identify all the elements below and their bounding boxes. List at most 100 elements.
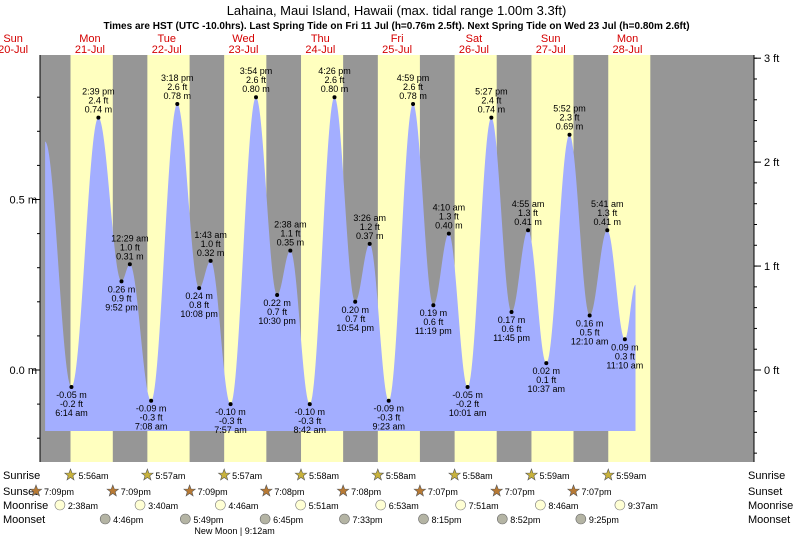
moonrise-icon bbox=[455, 499, 466, 511]
day-headers: Sun20-JulMon21-JulTue22-JulWed23-JulThu2… bbox=[0, 33, 643, 56]
moonset-icon bbox=[259, 513, 271, 525]
tide-time: 9:23 am bbox=[372, 422, 405, 432]
moonrise-icon bbox=[375, 499, 387, 511]
tide-metres: -0.05 m bbox=[56, 390, 87, 400]
moonrise-time: 7:51am bbox=[469, 501, 499, 511]
tide-point bbox=[69, 385, 74, 390]
row-label-left: Sunset bbox=[3, 486, 37, 498]
sunrise-time: 5:58am bbox=[386, 471, 416, 481]
tide-metres: 0.69 m bbox=[556, 122, 584, 132]
tide-metres: 0.02 m bbox=[533, 366, 561, 376]
day-date: 26-Jul bbox=[459, 44, 489, 56]
moonset-icon bbox=[418, 513, 429, 525]
tide-metres: 0.37 m bbox=[356, 231, 384, 241]
tide-feet: 0.7 ft bbox=[345, 314, 366, 324]
tide-point bbox=[175, 102, 180, 107]
tide-time: 10:01 am bbox=[449, 408, 487, 418]
chart-subtitle: Times are HST (UTC -10.0hrs). Last Sprin… bbox=[103, 21, 689, 32]
tide-time: 11:10 am bbox=[606, 360, 643, 370]
sunrise-star-icon bbox=[63, 468, 78, 481]
tide-point bbox=[544, 361, 549, 366]
chart-title: Lahaina, Maui Island, Hawaii (max. tidal… bbox=[227, 3, 567, 18]
sunset-time: 7:08pm bbox=[351, 487, 381, 497]
tide-point bbox=[526, 228, 531, 233]
tide-metres: 0.80 m bbox=[242, 84, 270, 94]
moonset-time: 8:15pm bbox=[432, 515, 462, 525]
tide-point bbox=[509, 310, 514, 315]
tide-metres: 0.74 m bbox=[478, 105, 506, 115]
moonrise-icon bbox=[614, 499, 626, 511]
moonrise-icon bbox=[295, 499, 306, 511]
day-date: 25-Jul bbox=[382, 44, 412, 56]
moonrise-icon bbox=[535, 499, 546, 511]
tide-time: 4:55 am bbox=[512, 199, 545, 209]
tide-metres: 0.19 m bbox=[420, 308, 448, 318]
sunrise-time: 5:59am bbox=[616, 471, 646, 481]
tide-metres: 0.78 m bbox=[164, 91, 192, 101]
moonset-icon bbox=[497, 513, 508, 525]
sunset-star-icon bbox=[183, 484, 197, 497]
tide-feet: 1.3 ft bbox=[597, 208, 618, 218]
sunset-star-icon bbox=[336, 484, 350, 497]
day-date: 21-Jul bbox=[75, 44, 105, 56]
sunrise-time: 5:57am bbox=[232, 471, 262, 481]
moonset-icon bbox=[339, 513, 350, 525]
moonset-time: 9:25pm bbox=[589, 515, 619, 525]
day-name: Sun bbox=[3, 33, 23, 45]
day-name: Mon bbox=[79, 33, 100, 45]
sunset-time: 7:09pm bbox=[44, 487, 74, 497]
tide-feet: 1.0 ft bbox=[120, 242, 141, 252]
left-tick-label: 0.5 m bbox=[9, 195, 37, 207]
tide-time: 3:54 pm bbox=[240, 66, 273, 76]
astro-rows: Sunrise Sunrise Sunset Sunset Moonrise Moonri… bbox=[3, 468, 793, 536]
tide-time: 3:18 pm bbox=[161, 73, 194, 83]
moonset-icon bbox=[180, 513, 191, 525]
tide-point bbox=[96, 115, 101, 120]
tide-time: 2:38 am bbox=[274, 220, 307, 230]
tide-time: 5:27 pm bbox=[475, 87, 508, 97]
day-date: 23-Jul bbox=[229, 44, 259, 56]
tide-feet: -0.3 ft bbox=[377, 413, 401, 423]
moonset-time: 5:49pm bbox=[193, 515, 223, 525]
moonset-icon bbox=[575, 513, 587, 525]
tide-point bbox=[127, 262, 132, 267]
tide-metres: 0.35 m bbox=[277, 238, 305, 248]
tide-feet: 0.6 ft bbox=[423, 317, 444, 327]
tide-feet: 0.5 ft bbox=[580, 327, 601, 337]
moonrise-time: 3:40am bbox=[148, 501, 178, 511]
tide-time: 11:45 pm bbox=[493, 333, 530, 343]
sunset-time: 7:07pm bbox=[505, 487, 535, 497]
tide-point bbox=[197, 286, 202, 291]
day-name: Sun bbox=[541, 33, 561, 45]
tide-time: 10:54 pm bbox=[336, 323, 374, 333]
sunrise-star-icon bbox=[294, 468, 308, 481]
tide-point bbox=[386, 398, 391, 403]
right-tick-label: 2 ft bbox=[764, 157, 779, 169]
sunset-star-icon bbox=[106, 484, 120, 497]
tide-labels: -0.05 m-0.2 ft6:14 am2:39 pm2.4 ft0.74 m… bbox=[55, 66, 643, 435]
row-label-right: Sunrise bbox=[748, 470, 785, 482]
tide-time: 12:10 am bbox=[571, 336, 609, 346]
sunset-time: 7:07pm bbox=[428, 487, 458, 497]
tide-time: 5:52 pm bbox=[553, 104, 586, 114]
tide-point bbox=[353, 299, 358, 304]
day-date: 20-Jul bbox=[0, 44, 28, 56]
tide-metres: -0.10 m bbox=[215, 407, 246, 417]
tide-time: 7:08 am bbox=[135, 422, 168, 432]
moonrise-time: 2:38am bbox=[68, 501, 98, 511]
moonrise-time: 4:46am bbox=[228, 501, 258, 511]
sunset-star-icon bbox=[29, 484, 43, 497]
tide-point bbox=[228, 402, 233, 407]
right-tick-label: 1 ft bbox=[764, 261, 779, 273]
day-name: Mon bbox=[617, 33, 638, 45]
tide-feet: 1.2 ft bbox=[360, 222, 381, 232]
moonrise-time: 5:51am bbox=[309, 501, 339, 511]
tide-feet: 2.6 ft bbox=[246, 75, 267, 85]
sunrise-time: 5:58am bbox=[309, 471, 339, 481]
tide-point bbox=[149, 398, 154, 403]
row-label-left: Moonrise bbox=[3, 500, 48, 512]
sunset-star-icon bbox=[259, 484, 273, 497]
moonset-time: 6:45pm bbox=[273, 515, 303, 525]
axes: 0.5 m 0.0 m 3 ft 2 ft 1 ft 0 ft bbox=[9, 53, 779, 462]
day-date: 24-Jul bbox=[305, 44, 335, 56]
